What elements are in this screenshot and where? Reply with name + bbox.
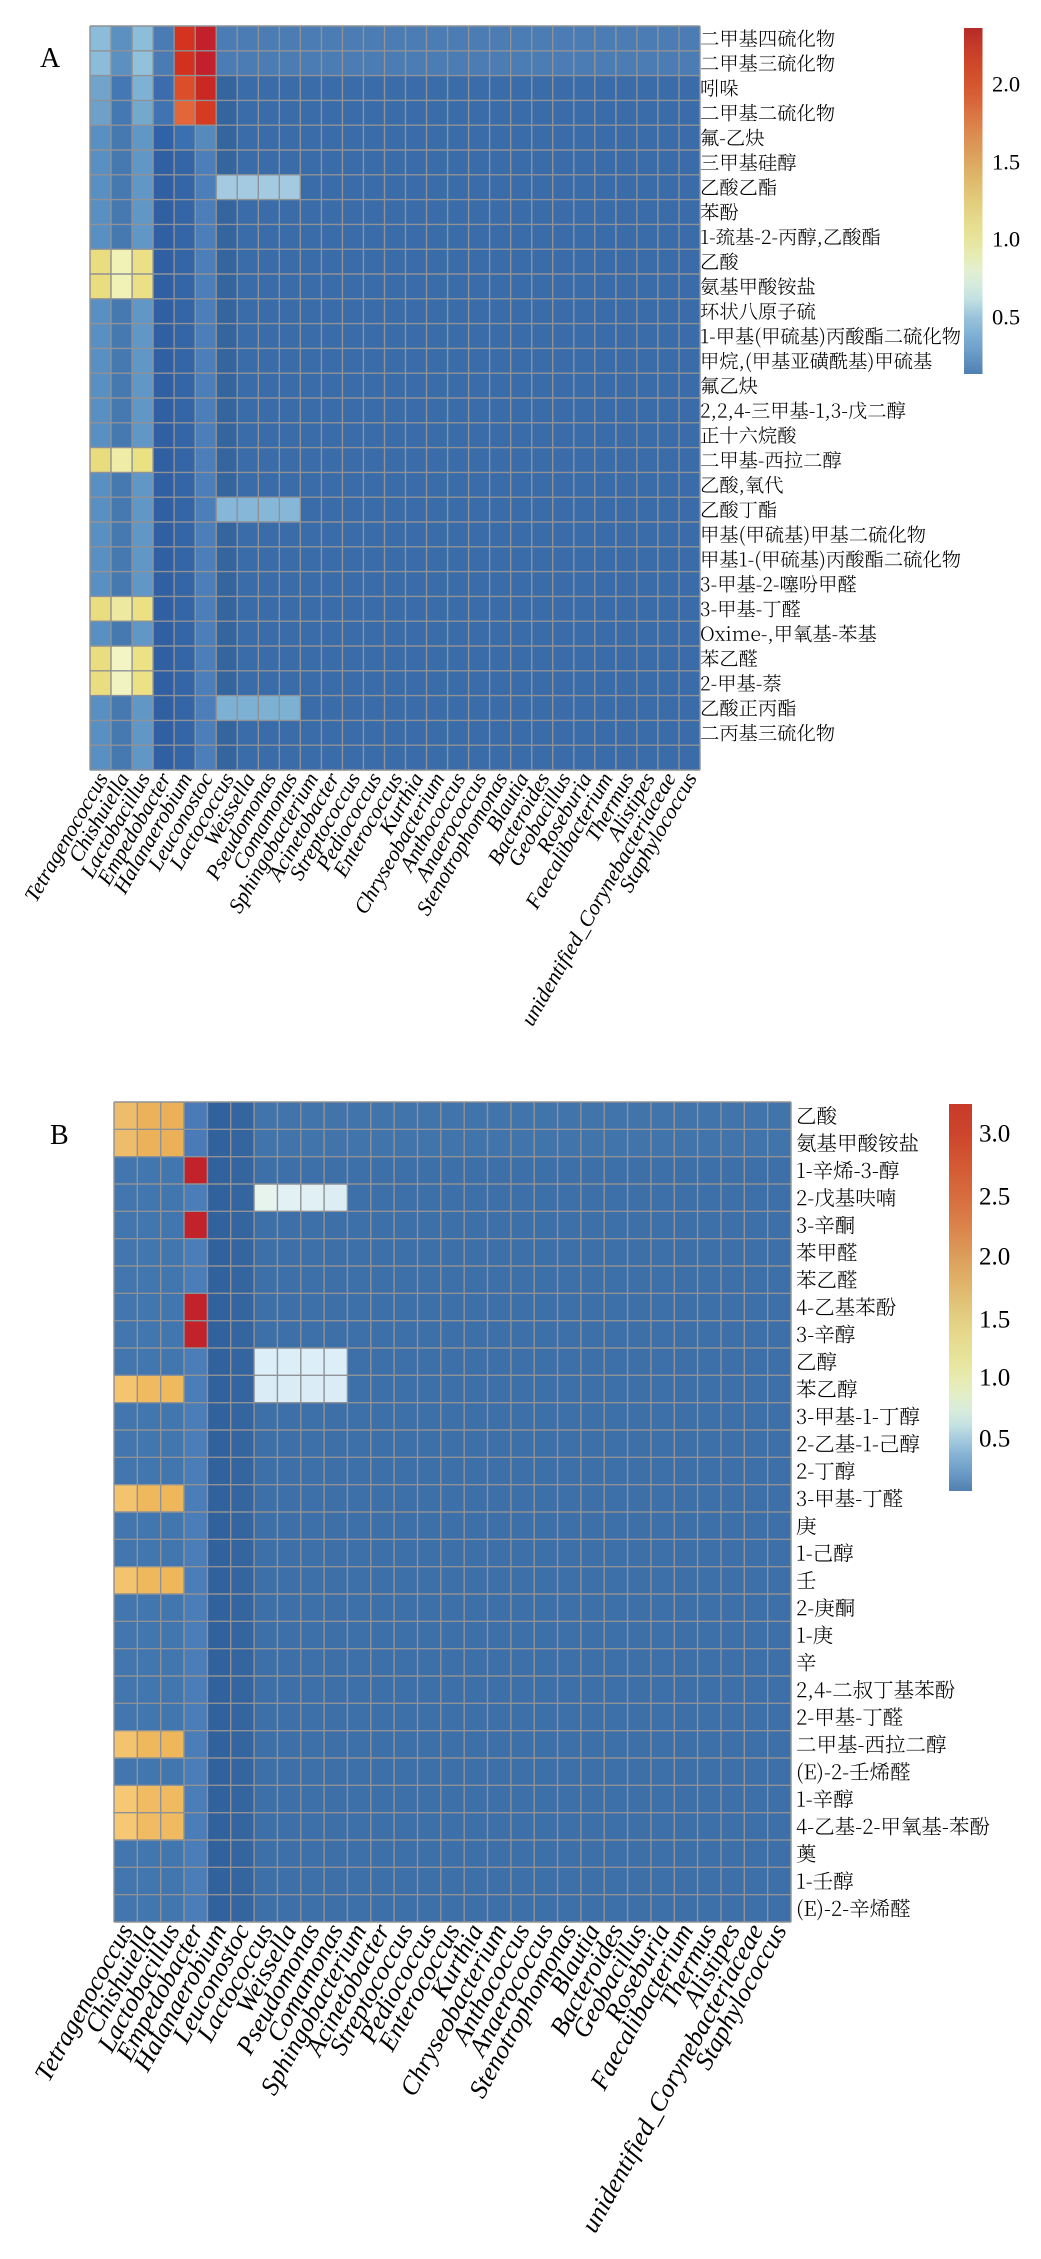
svg-text:0.5: 0.5 <box>979 1426 1010 1453</box>
svg-text:2.0: 2.0 <box>992 72 1020 97</box>
svg-text:3.0: 3.0 <box>979 1121 1010 1148</box>
svg-text:2.5: 2.5 <box>979 1184 1010 1211</box>
svg-text:A: A <box>40 43 61 74</box>
svg-text:0.5: 0.5 <box>992 305 1020 330</box>
svg-text:1.5: 1.5 <box>992 150 1020 175</box>
svg-text:B: B <box>50 1120 69 1151</box>
svg-text:1.0: 1.0 <box>992 227 1020 252</box>
svg-text:1.5: 1.5 <box>979 1307 1010 1334</box>
svg-text:1.0: 1.0 <box>979 1365 1010 1392</box>
svg-text:2.0: 2.0 <box>979 1244 1010 1271</box>
